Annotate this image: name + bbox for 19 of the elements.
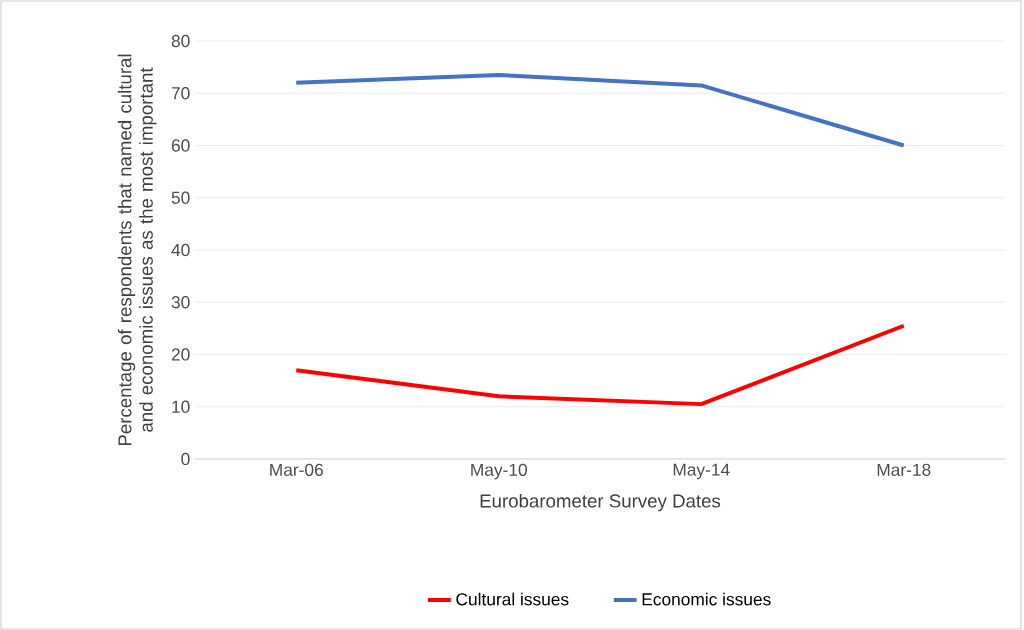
y-tick-label: 30	[171, 296, 190, 309]
line-series	[294, 323, 906, 407]
x-tick-label: May-10	[471, 463, 527, 480]
y-tick-label: 0	[181, 452, 190, 466]
y-tick-label: 10	[172, 400, 190, 413]
x-tick-label: May-14	[673, 463, 730, 480]
y-tick-label: 80	[171, 34, 190, 48]
y-tick-label: 50	[171, 191, 190, 204]
y-tick-label: 60	[171, 139, 190, 152]
line-series	[294, 72, 906, 148]
legend-label: Economic issues	[642, 592, 771, 606]
x-tick-label: Mar-18	[877, 463, 931, 476]
y-tick-label: 70	[171, 87, 190, 100]
x-axis-title: Eurobarometer Survey Dates	[480, 493, 721, 512]
x-tick-label: Mar-06	[270, 463, 323, 476]
y-axis-title: Percentage of respondents that named cultural and economic issues as the most important	[117, 54, 157, 446]
y-tick-label: 40	[171, 243, 190, 257]
legend-label: Cultural issues	[456, 592, 569, 606]
y-tick-label: 20	[171, 348, 190, 361]
